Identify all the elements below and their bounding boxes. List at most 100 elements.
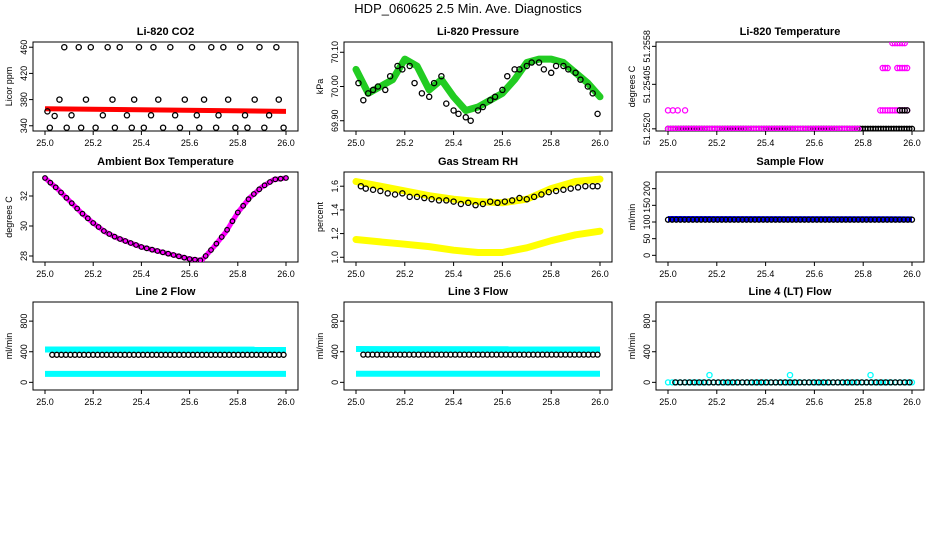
plot-frame (32, 171, 299, 263)
y-tick-label: 70.10 (330, 41, 340, 64)
data-point (706, 216, 713, 223)
data-point (186, 256, 193, 262)
data-point (472, 201, 479, 209)
data-point (722, 379, 730, 386)
data-point (394, 62, 401, 70)
y-tick-label: 400 (19, 344, 29, 359)
data-point (261, 182, 268, 189)
data-point (224, 226, 230, 233)
chart-panel: Gas Stream RH 25.0 25.2 25.4 25.6 25.8 26.0 1.0… (315, 156, 613, 279)
data-point (710, 216, 717, 223)
data-point (99, 112, 107, 119)
y-axis-label: ml/min (4, 333, 14, 360)
data-point (817, 216, 825, 223)
data-point (430, 79, 438, 87)
x-tick-label: 26.0 (591, 138, 609, 148)
y-tick-label: 0 (330, 380, 340, 385)
data-point (871, 216, 878, 223)
data-point (147, 112, 155, 119)
data-point (133, 242, 139, 248)
y-tick-label: 800 (642, 314, 652, 329)
data-point (538, 191, 545, 198)
x-tick-label: 25.4 (133, 269, 151, 279)
y-tick-label: 51.2558 (642, 30, 652, 63)
data-point (170, 252, 177, 258)
data-point (386, 72, 394, 80)
plot-frame (32, 41, 299, 132)
data-point (552, 62, 560, 70)
x-tick-label: 25.4 (133, 138, 151, 148)
data-point (739, 216, 746, 223)
data-point (377, 187, 384, 195)
data-point (582, 182, 589, 190)
data-point (903, 64, 911, 72)
data-point (111, 124, 119, 131)
data-point (155, 96, 162, 103)
data-point (589, 90, 596, 97)
chart-title: Ambient Box Temperature (97, 156, 234, 168)
data-point (867, 216, 874, 223)
data-point (79, 210, 86, 217)
data-point (52, 184, 59, 191)
data-point (594, 182, 601, 190)
data-point (908, 125, 916, 131)
data-point (175, 253, 182, 260)
data-point (508, 197, 516, 204)
data-point (149, 246, 156, 253)
x-tick-label: 25.6 (494, 397, 512, 407)
data-point (677, 216, 684, 223)
data-point (138, 244, 145, 250)
data-point (399, 190, 406, 197)
data-point (528, 59, 535, 66)
data-point (722, 216, 730, 223)
x-tick-label: 25.8 (229, 138, 247, 148)
x-tick-label: 25.8 (229, 269, 247, 279)
x-tick-label: 25.6 (181, 397, 199, 407)
data-point (545, 188, 553, 196)
data-point (275, 96, 283, 103)
data-point (411, 79, 418, 87)
data-point (908, 216, 916, 223)
data-point (743, 216, 750, 223)
data-point (220, 43, 227, 51)
data-point (357, 182, 365, 190)
data-layer (352, 175, 604, 256)
data-point (104, 43, 111, 51)
page-title: HDP_060625 2.5 Min. Ave. Diagnostics (354, 1, 582, 16)
data-point (784, 216, 792, 223)
chart-title: Line 4 (LT) Flow (749, 286, 832, 298)
data-point (735, 216, 742, 223)
data-point (560, 62, 567, 70)
data-point (384, 190, 391, 197)
series-line (352, 175, 604, 207)
data-point (256, 43, 263, 51)
data-point (896, 216, 903, 223)
data-point (547, 69, 555, 77)
data-point (208, 43, 215, 51)
data-point (881, 64, 889, 72)
data-point (884, 216, 891, 223)
x-tick-label: 25.6 (494, 269, 512, 279)
data-point (46, 124, 54, 131)
data-point (901, 64, 908, 72)
data-point (574, 184, 582, 191)
data-point (457, 200, 465, 208)
y-tick-label: 28 (19, 251, 29, 261)
data-point (501, 198, 509, 205)
data-point (494, 199, 501, 207)
data-point (726, 216, 734, 223)
chart-title: Sample Flow (756, 156, 824, 168)
data-point (68, 112, 75, 119)
data-point (903, 107, 911, 114)
data-point (788, 216, 796, 223)
data-point (369, 86, 377, 94)
y-tick-label: 100 (642, 214, 652, 229)
y-axis-label: ml/min (315, 333, 325, 360)
data-layer (664, 216, 916, 223)
data-point (117, 236, 123, 242)
data-point (462, 114, 470, 121)
data-point (197, 257, 204, 262)
y-tick-label: 380 (19, 92, 29, 107)
x-tick-label: 25.4 (757, 397, 775, 407)
x-tick-label: 25.0 (347, 138, 365, 148)
